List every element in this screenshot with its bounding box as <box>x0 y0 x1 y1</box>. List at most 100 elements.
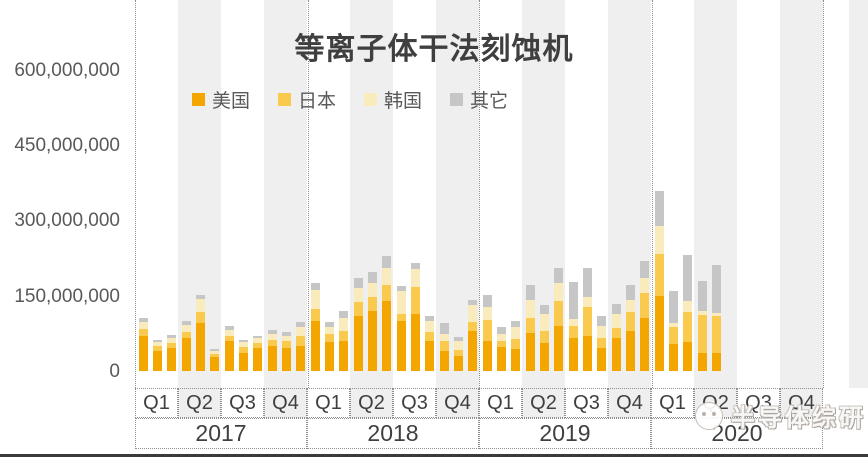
bar-2020-01-japan <box>655 253 664 296</box>
bar-2020-05-others <box>712 265 721 313</box>
background-stripe <box>780 0 823 388</box>
legend-swatch-korea-icon <box>364 93 378 106</box>
bar-2019-02-korea <box>497 333 506 342</box>
bar-2019-12-japan <box>640 293 649 319</box>
x-axis-quarter-2019-Q3: Q3 <box>565 388 608 418</box>
bar-2017-06-japan <box>210 354 219 357</box>
bar-2017-04-japan <box>182 332 191 339</box>
bar-2017-10-korea <box>268 333 277 340</box>
bar-2019-03-japan <box>511 339 520 350</box>
bar-2017-04-usa <box>182 338 191 371</box>
bar-2018-08-usa <box>411 313 420 371</box>
bar-2018-01-japan <box>311 309 320 321</box>
bar-2017-02-korea <box>153 341 162 346</box>
bar-2017-05-others <box>196 295 205 300</box>
bar-2017-02-japan <box>153 345 162 351</box>
bar-2018-02-korea <box>325 326 334 335</box>
bar-2019-03-others <box>511 320 520 327</box>
bar-2018-06-others <box>382 255 391 268</box>
bar-2017-01-korea <box>139 321 148 329</box>
bar-2018-01-usa <box>311 320 320 371</box>
year-separator-line <box>479 0 481 388</box>
bar-2018-02-japan <box>325 334 334 342</box>
bar-2017-12-japan <box>296 335 305 346</box>
bar-2018-03-korea <box>339 317 348 332</box>
bar-2019-10-usa <box>612 337 621 371</box>
bar-2020-05-japan <box>712 316 721 354</box>
x-axis-quarter-2017-Q2: Q2 <box>178 388 221 418</box>
bar-2018-05-others <box>368 271 377 283</box>
bar-2018-08-others <box>411 263 420 270</box>
legend-item-usa: 美国 <box>192 86 250 113</box>
legend-item-others: 其它 <box>450 86 508 113</box>
bar-2017-07-korea <box>225 329 234 336</box>
x-axis-quarter-2017-Q4: Q4 <box>264 388 307 418</box>
bar-2017-08-usa <box>239 353 248 371</box>
bar-2018-04-others <box>354 278 363 288</box>
bar-2019-08-japan <box>583 307 592 336</box>
watermark-logo-icon <box>695 401 723 430</box>
bar-2018-01-korea <box>311 290 320 310</box>
bar-2020-01-others <box>655 191 664 226</box>
bar-2017-03-japan <box>167 343 176 349</box>
bar-2019-10-others <box>612 303 621 314</box>
bar-2018-11-japan <box>454 350 463 356</box>
bar-2017-04-korea <box>182 324 191 333</box>
bar-2018-02-others <box>325 322 334 327</box>
bar-2017-06-others <box>210 349 219 352</box>
bar-2019-07-others <box>569 281 578 319</box>
x-axis-year-2019: 2019 <box>479 418 651 449</box>
chart-title: 等离子体干法刻蚀机 <box>294 33 574 66</box>
bar-2020-01-usa <box>655 295 664 371</box>
year-separator-line <box>651 0 653 388</box>
bar-2019-11-usa <box>626 330 635 371</box>
watermark-text: 半导体综研 <box>731 405 866 432</box>
bar-2018-07-korea <box>397 290 406 314</box>
bar-2018-11-others <box>454 336 463 342</box>
bar-2019-10-japan <box>612 327 621 338</box>
bar-2020-02-usa <box>669 344 678 371</box>
bottom-border-line <box>0 454 868 457</box>
x-axis-year-2017: 2017 <box>135 418 307 449</box>
bar-2020-01-korea <box>655 225 664 254</box>
bar-2019-01-korea <box>483 307 492 321</box>
bar-2018-04-japan <box>354 301 363 316</box>
legend: 美国 日本 韩国 其它 <box>192 86 508 113</box>
bar-2019-07-japan <box>569 325 578 338</box>
bar-2018-07-usa <box>397 320 406 371</box>
bar-2019-07-usa <box>569 337 578 371</box>
x-axis-quarter-2020-Q1: Q1 <box>651 388 694 418</box>
y-axis-tick-600m: 600,000,000 <box>14 60 120 81</box>
legend-swatch-usa-icon <box>192 93 205 106</box>
bar-2019-01-usa <box>483 340 492 371</box>
bar-2018-06-usa <box>382 300 391 371</box>
bar-2017-05-usa <box>196 323 205 371</box>
bar-2017-12-others <box>296 322 305 327</box>
year-separator-line <box>307 0 309 388</box>
bar-2018-06-japan <box>382 285 391 301</box>
bar-2018-08-korea <box>411 269 420 288</box>
bar-2018-09-usa <box>425 340 434 371</box>
bar-2017-08-japan <box>239 347 248 354</box>
bar-2017-09-korea <box>253 338 262 344</box>
bar-2017-05-korea <box>196 299 205 313</box>
bar-2019-05-japan <box>540 330 549 344</box>
legend-swatch-japan-icon <box>278 93 292 106</box>
bar-2017-11-japan <box>282 340 291 349</box>
bar-2020-03-korea <box>683 301 692 313</box>
y-axis-tick-0: 0 <box>109 361 120 382</box>
bar-2020-05-usa <box>712 353 721 371</box>
x-axis-quarter-2019-Q4: Q4 <box>608 388 651 418</box>
bar-2019-06-others <box>554 268 563 284</box>
bar-2019-06-usa <box>554 325 563 371</box>
bar-2020-04-japan <box>698 314 707 353</box>
bar-2018-08-japan <box>411 287 420 314</box>
bar-2019-09-usa <box>597 347 606 371</box>
bar-2017-07-usa <box>225 340 234 371</box>
bar-2018-10-usa <box>440 350 449 371</box>
bar-2019-03-korea <box>511 326 520 340</box>
bar-2017-10-japan <box>268 339 277 346</box>
bar-2018-07-others <box>397 285 406 291</box>
bar-2017-03-korea <box>167 338 176 344</box>
